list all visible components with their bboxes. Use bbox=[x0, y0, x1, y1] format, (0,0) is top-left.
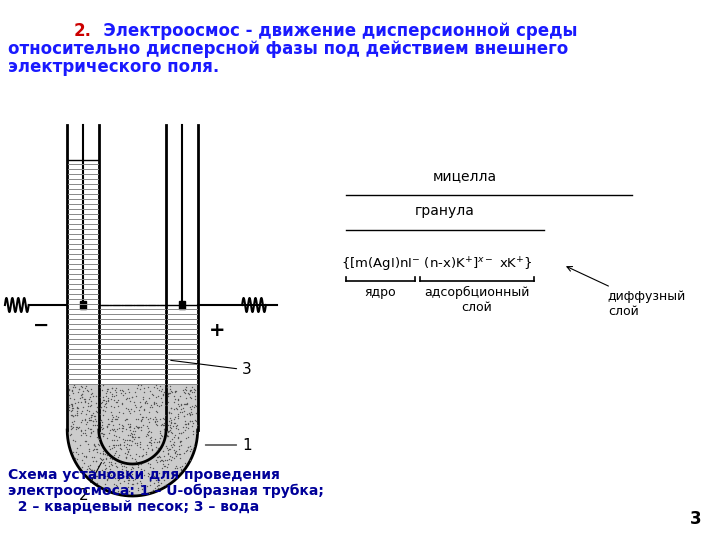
Text: +: + bbox=[210, 321, 225, 340]
Text: {[m(AgI)nI$^{-}$ (n-x)K$^{+}$]$^{x-}$ xK$^{+}$}: {[m(AgI)nI$^{-}$ (n-x)K$^{+}$]$^{x-}$ xK… bbox=[341, 256, 533, 274]
Bar bbox=[67, 385, 99, 430]
Text: ядро: ядро bbox=[364, 286, 396, 299]
Text: электроосмоса: 1 – U-образная трубка;: электроосмоса: 1 – U-образная трубка; bbox=[8, 484, 324, 498]
Text: 3: 3 bbox=[171, 360, 252, 377]
Text: адсорбционный
слой: адсорбционный слой bbox=[424, 286, 529, 314]
Polygon shape bbox=[99, 430, 166, 464]
Text: 2: 2 bbox=[79, 462, 102, 503]
Text: относительно дисперсной фазы под действием внешнего: относительно дисперсной фазы под действи… bbox=[8, 40, 568, 58]
Text: 2 – кварцевый песок; 3 – вода: 2 – кварцевый песок; 3 – вода bbox=[8, 500, 259, 514]
Text: 2.: 2. bbox=[74, 22, 92, 40]
Text: 3: 3 bbox=[690, 510, 702, 528]
Text: Схема установки для проведения: Схема установки для проведения bbox=[8, 468, 280, 482]
Text: гранула: гранула bbox=[415, 204, 474, 218]
Text: диффузный
слой: диффузный слой bbox=[567, 267, 686, 318]
Text: электрического поля.: электрического поля. bbox=[8, 58, 219, 76]
Polygon shape bbox=[67, 430, 198, 496]
Bar bbox=[166, 385, 198, 430]
Text: мицелла: мицелла bbox=[433, 169, 497, 183]
Text: 1: 1 bbox=[205, 437, 252, 453]
Bar bbox=[99, 385, 166, 430]
Text: −: − bbox=[33, 315, 50, 334]
Bar bbox=[80, 301, 86, 309]
Bar bbox=[179, 301, 185, 309]
Text: Электроосмос - движение дисперсионной среды: Электроосмос - движение дисперсионной ср… bbox=[92, 22, 577, 40]
